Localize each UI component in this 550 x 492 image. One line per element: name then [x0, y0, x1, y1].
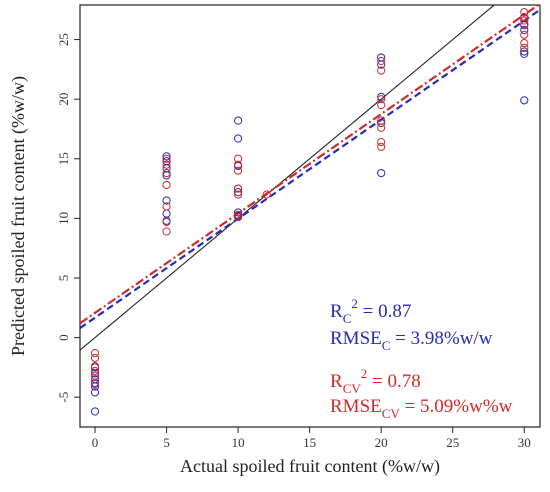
- annotation-sup: 2: [361, 366, 368, 381]
- point: [234, 116, 243, 125]
- point: [90, 348, 100, 358]
- x-axis-label: Actual spoiled fruit content (%w/w): [180, 456, 440, 477]
- fit-line: [80, 5, 496, 351]
- point: [162, 196, 171, 205]
- point: [234, 160, 243, 169]
- annotation-base: R: [330, 301, 343, 322]
- fit-line: [80, 8, 540, 329]
- annotation-base: RMSE: [330, 396, 382, 417]
- y-tick-label: 0: [56, 334, 71, 341]
- point: [377, 95, 386, 104]
- point: [520, 39, 529, 48]
- y-axis-label: Predicted spoiled fruit content (%w/w): [8, 76, 29, 356]
- annotation-sub: C: [343, 311, 352, 326]
- annotation-text: = 5.09%w%w: [400, 396, 513, 417]
- point: [234, 184, 243, 193]
- point: [377, 92, 386, 101]
- point: [90, 353, 100, 362]
- point: [90, 366, 100, 376]
- point: [90, 362, 100, 371]
- x-tick-label: 25: [446, 435, 459, 450]
- point: [520, 16, 529, 25]
- annotation: RCV2 = 0.78: [330, 366, 421, 396]
- point: [90, 379, 100, 389]
- y-tick-label: -5: [56, 392, 71, 403]
- y-tick-label: 15: [56, 152, 71, 165]
- point: [520, 43, 529, 53]
- point: [377, 142, 386, 151]
- annotation: RMSEC = 3.98%w/w: [330, 328, 493, 353]
- point: [234, 166, 243, 175]
- point: [90, 382, 100, 391]
- point: [377, 66, 386, 75]
- point: [520, 30, 529, 39]
- annotation-sub: C: [382, 338, 391, 353]
- point: [234, 188, 243, 197]
- y-tick-label: 20: [56, 93, 71, 106]
- annotation-base: RMSE: [330, 328, 382, 349]
- annotation-text: = 0.78: [367, 371, 420, 392]
- point: [377, 123, 386, 132]
- annotation-text: = 3.98%w/w: [390, 328, 492, 349]
- point: [520, 47, 529, 56]
- point: [162, 180, 171, 190]
- point: [234, 154, 243, 163]
- point: [520, 25, 529, 35]
- point: [162, 227, 171, 236]
- x-tick-label: 20: [375, 435, 388, 450]
- point: [90, 371, 100, 380]
- y-tick-label: 25: [56, 33, 71, 46]
- point: [377, 60, 386, 69]
- point: [234, 208, 243, 217]
- point: [90, 407, 100, 416]
- point: [162, 217, 171, 227]
- point: [90, 388, 100, 397]
- annotation-text: = 0.87: [358, 301, 411, 322]
- x-tick-label: 5: [163, 435, 170, 450]
- x-tick-label: 10: [232, 435, 245, 450]
- point: [162, 168, 171, 178]
- point: [162, 152, 171, 161]
- annotation-sub: CV: [343, 381, 362, 396]
- annotation-sup: 2: [351, 296, 358, 311]
- point: [377, 101, 386, 110]
- point: [520, 49, 529, 58]
- point: [520, 8, 529, 17]
- x-tick-label: 15: [303, 435, 316, 450]
- point: [162, 171, 171, 180]
- plot-area: [80, 5, 540, 351]
- point: [520, 19, 529, 29]
- point: [162, 154, 171, 163]
- x-tick-label: 0: [92, 435, 99, 450]
- point: [234, 210, 243, 219]
- point: [377, 168, 386, 178]
- x-tick-label: 30: [518, 435, 531, 450]
- y-tick-label: 5: [56, 275, 71, 282]
- point: [234, 134, 243, 143]
- annotation: RC2 = 0.87: [330, 296, 411, 326]
- annotation: RMSECV = 5.09%w%w: [330, 396, 513, 421]
- point: [162, 202, 171, 211]
- annotation-base: R: [330, 371, 343, 392]
- point: [162, 160, 171, 169]
- annotation-sub: CV: [382, 406, 401, 421]
- point: [377, 137, 386, 147]
- y-tick-label: 10: [56, 212, 71, 225]
- point: [234, 190, 243, 199]
- point: [377, 118, 386, 128]
- point: [234, 213, 243, 222]
- point: [162, 209, 171, 218]
- point: [377, 56, 386, 66]
- plot-frame: [79, 4, 541, 428]
- fit-line: [80, 5, 540, 325]
- point: [520, 96, 529, 105]
- point: [262, 190, 271, 199]
